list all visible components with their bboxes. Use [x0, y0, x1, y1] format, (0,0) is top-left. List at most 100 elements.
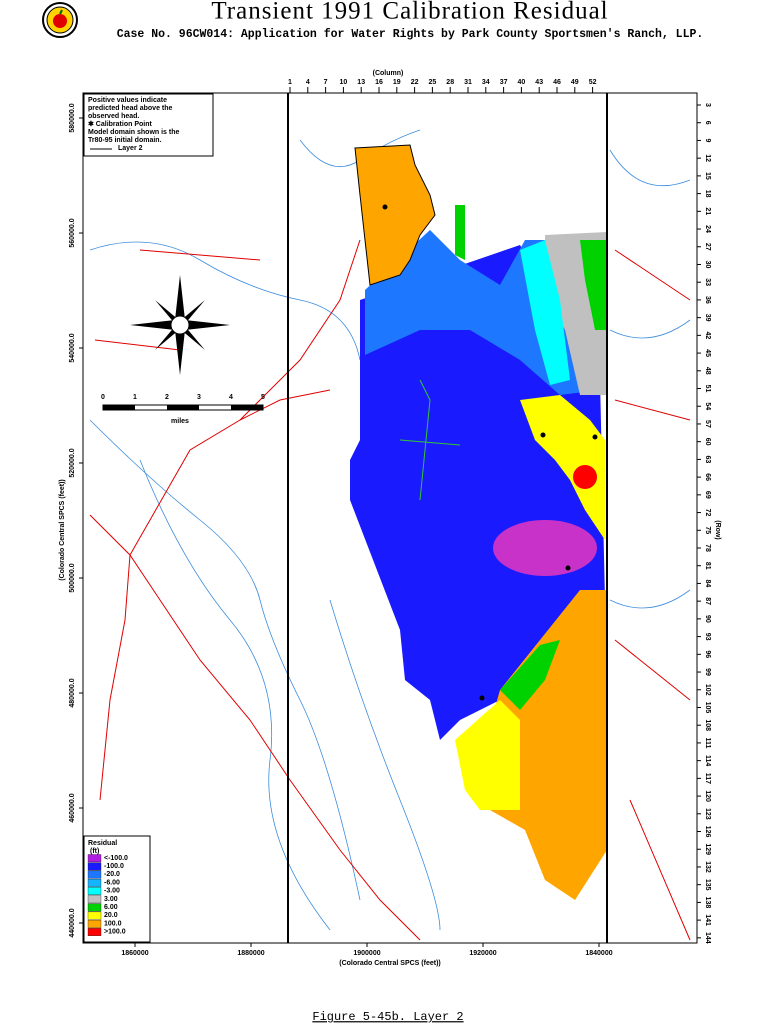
row-tick-label: 21	[704, 207, 711, 215]
row-tick-label: 69	[704, 491, 711, 499]
y-tick-label: 520000.0	[69, 448, 76, 477]
row-tick-label: 12	[704, 154, 711, 162]
note-line: Tr80-95 initial domain.	[88, 137, 162, 144]
legend-label: -100.0	[104, 863, 124, 870]
map	[89, 93, 691, 943]
row-tick-label: 18	[704, 190, 711, 198]
row-tick-label: 129	[704, 843, 711, 855]
x-tick-label: 1840000	[585, 950, 612, 957]
row-tick-label: 144	[704, 932, 711, 944]
row-tick-label: 135	[704, 879, 711, 891]
row-tick-label: 57	[704, 420, 711, 428]
column-tick-label: 43	[535, 79, 543, 86]
note-box	[83, 93, 214, 157]
y-tick-label: 580000.0	[69, 103, 76, 132]
column-tick-label: 16	[375, 79, 383, 86]
legend-swatch	[87, 854, 102, 863]
row-tick-label: 72	[704, 509, 711, 517]
row-tick-label: 123	[704, 808, 711, 820]
row-tick-label: 42	[704, 331, 711, 339]
calibration-points	[382, 204, 598, 701]
y-axis-label: (Colorado Central SPCS (feet))	[59, 479, 66, 581]
residual-zone	[500, 640, 560, 710]
legend-label: 100.0	[104, 920, 122, 927]
scale-bar	[102, 404, 264, 411]
row-tick-label: 33	[704, 278, 711, 286]
row-tick-label: 51	[704, 385, 711, 393]
legend-swatch	[87, 911, 102, 920]
note-line: predicted head above the	[88, 105, 173, 112]
row-tick-label: 6	[704, 121, 711, 125]
scale-tick-label: 1	[133, 394, 137, 401]
residual-zone	[580, 240, 607, 330]
row-tick-label: 120	[704, 790, 711, 802]
residual-zone	[493, 520, 597, 576]
row-tick-label: 108	[704, 719, 711, 731]
logo	[42, 2, 78, 38]
legend-swatch	[87, 928, 102, 936]
row-tick-label: 117	[704, 773, 711, 784]
x-tick-label: 1860000	[121, 950, 148, 957]
domain-outline	[399, 379, 461, 501]
legend-label: 20.0	[104, 912, 118, 919]
row-tick-label: 141	[704, 914, 711, 926]
x-tick-label: 1880000	[237, 950, 264, 957]
row-tick-label: 63	[704, 456, 711, 464]
column-tick-label: 28	[446, 79, 454, 86]
row-tick-label: 48	[704, 367, 711, 375]
row-tick-label: 90	[704, 615, 711, 623]
column-tick-label: 46	[553, 79, 561, 86]
row-tick-label: 60	[704, 438, 711, 446]
column-tick-label: 1	[288, 79, 292, 86]
row-tick-label: 114	[704, 755, 711, 766]
row-tick-label: 81	[704, 562, 711, 570]
x-axis-label: (Colorado Central SPCS (feet))	[339, 960, 441, 967]
roads	[89, 239, 691, 941]
subtitle: Case No. 96CW014: Application for Water …	[117, 28, 704, 41]
row-tick-label: 39	[704, 314, 711, 322]
x-tick-label: 1920000	[469, 950, 496, 957]
legend-swatch	[87, 903, 102, 912]
note-line: observed head.	[88, 113, 139, 120]
column-tick-label: 10	[340, 79, 348, 86]
column-label: (Column)	[373, 70, 404, 77]
y-tick-label: 500000.0	[69, 563, 76, 592]
scale-unit: miles	[171, 418, 189, 425]
y-tick-label: 440000.0	[69, 908, 76, 937]
legend-unit: (ft)	[90, 848, 99, 855]
row-tick-label: 132	[704, 861, 711, 873]
legend-label: <-100.0	[104, 855, 128, 862]
row-tick-label: 24	[704, 225, 711, 233]
row-tick-label: 126	[704, 826, 711, 838]
row-tick-label: 84	[704, 580, 711, 588]
legend-swatch	[87, 895, 102, 904]
row-tick-label: 96	[704, 650, 711, 658]
caption: Figure 5-45b. Layer 2	[312, 1010, 463, 1024]
row-tick-label: 27	[704, 243, 711, 251]
scale-tick-label: 4	[229, 394, 233, 401]
column-tick-label: 37	[500, 79, 508, 86]
residual-zone	[520, 395, 605, 540]
row-tick-label: 75	[704, 526, 711, 534]
y-tick-label: 460000.0	[69, 793, 76, 822]
row-tick-label: 36	[704, 296, 711, 304]
note-line: Positive values indicate	[88, 97, 167, 104]
legend-label: >100.0	[104, 929, 126, 936]
column-tick-label: 31	[464, 79, 472, 86]
row-tick-label: 87	[704, 597, 711, 605]
column-tick-label: 13	[357, 79, 365, 86]
row-label: (Row)	[714, 520, 721, 539]
note-line: ✱ Calibration Point	[88, 120, 152, 128]
compass-rose	[130, 275, 230, 375]
column-tick-label: 22	[411, 79, 419, 86]
note-line: Model domain shown is the	[88, 129, 180, 136]
row-tick-label: 66	[704, 473, 711, 481]
row-tick-label: 54	[704, 402, 711, 410]
residual-zone	[455, 205, 465, 260]
row-tick-label: 45	[704, 349, 711, 357]
legend-swatch	[87, 862, 102, 871]
legend-label: -6.00	[104, 879, 120, 886]
column-tick-label: 7	[324, 79, 328, 86]
column-tick-label: 25	[429, 79, 437, 86]
legend-title: Residual	[88, 840, 117, 847]
